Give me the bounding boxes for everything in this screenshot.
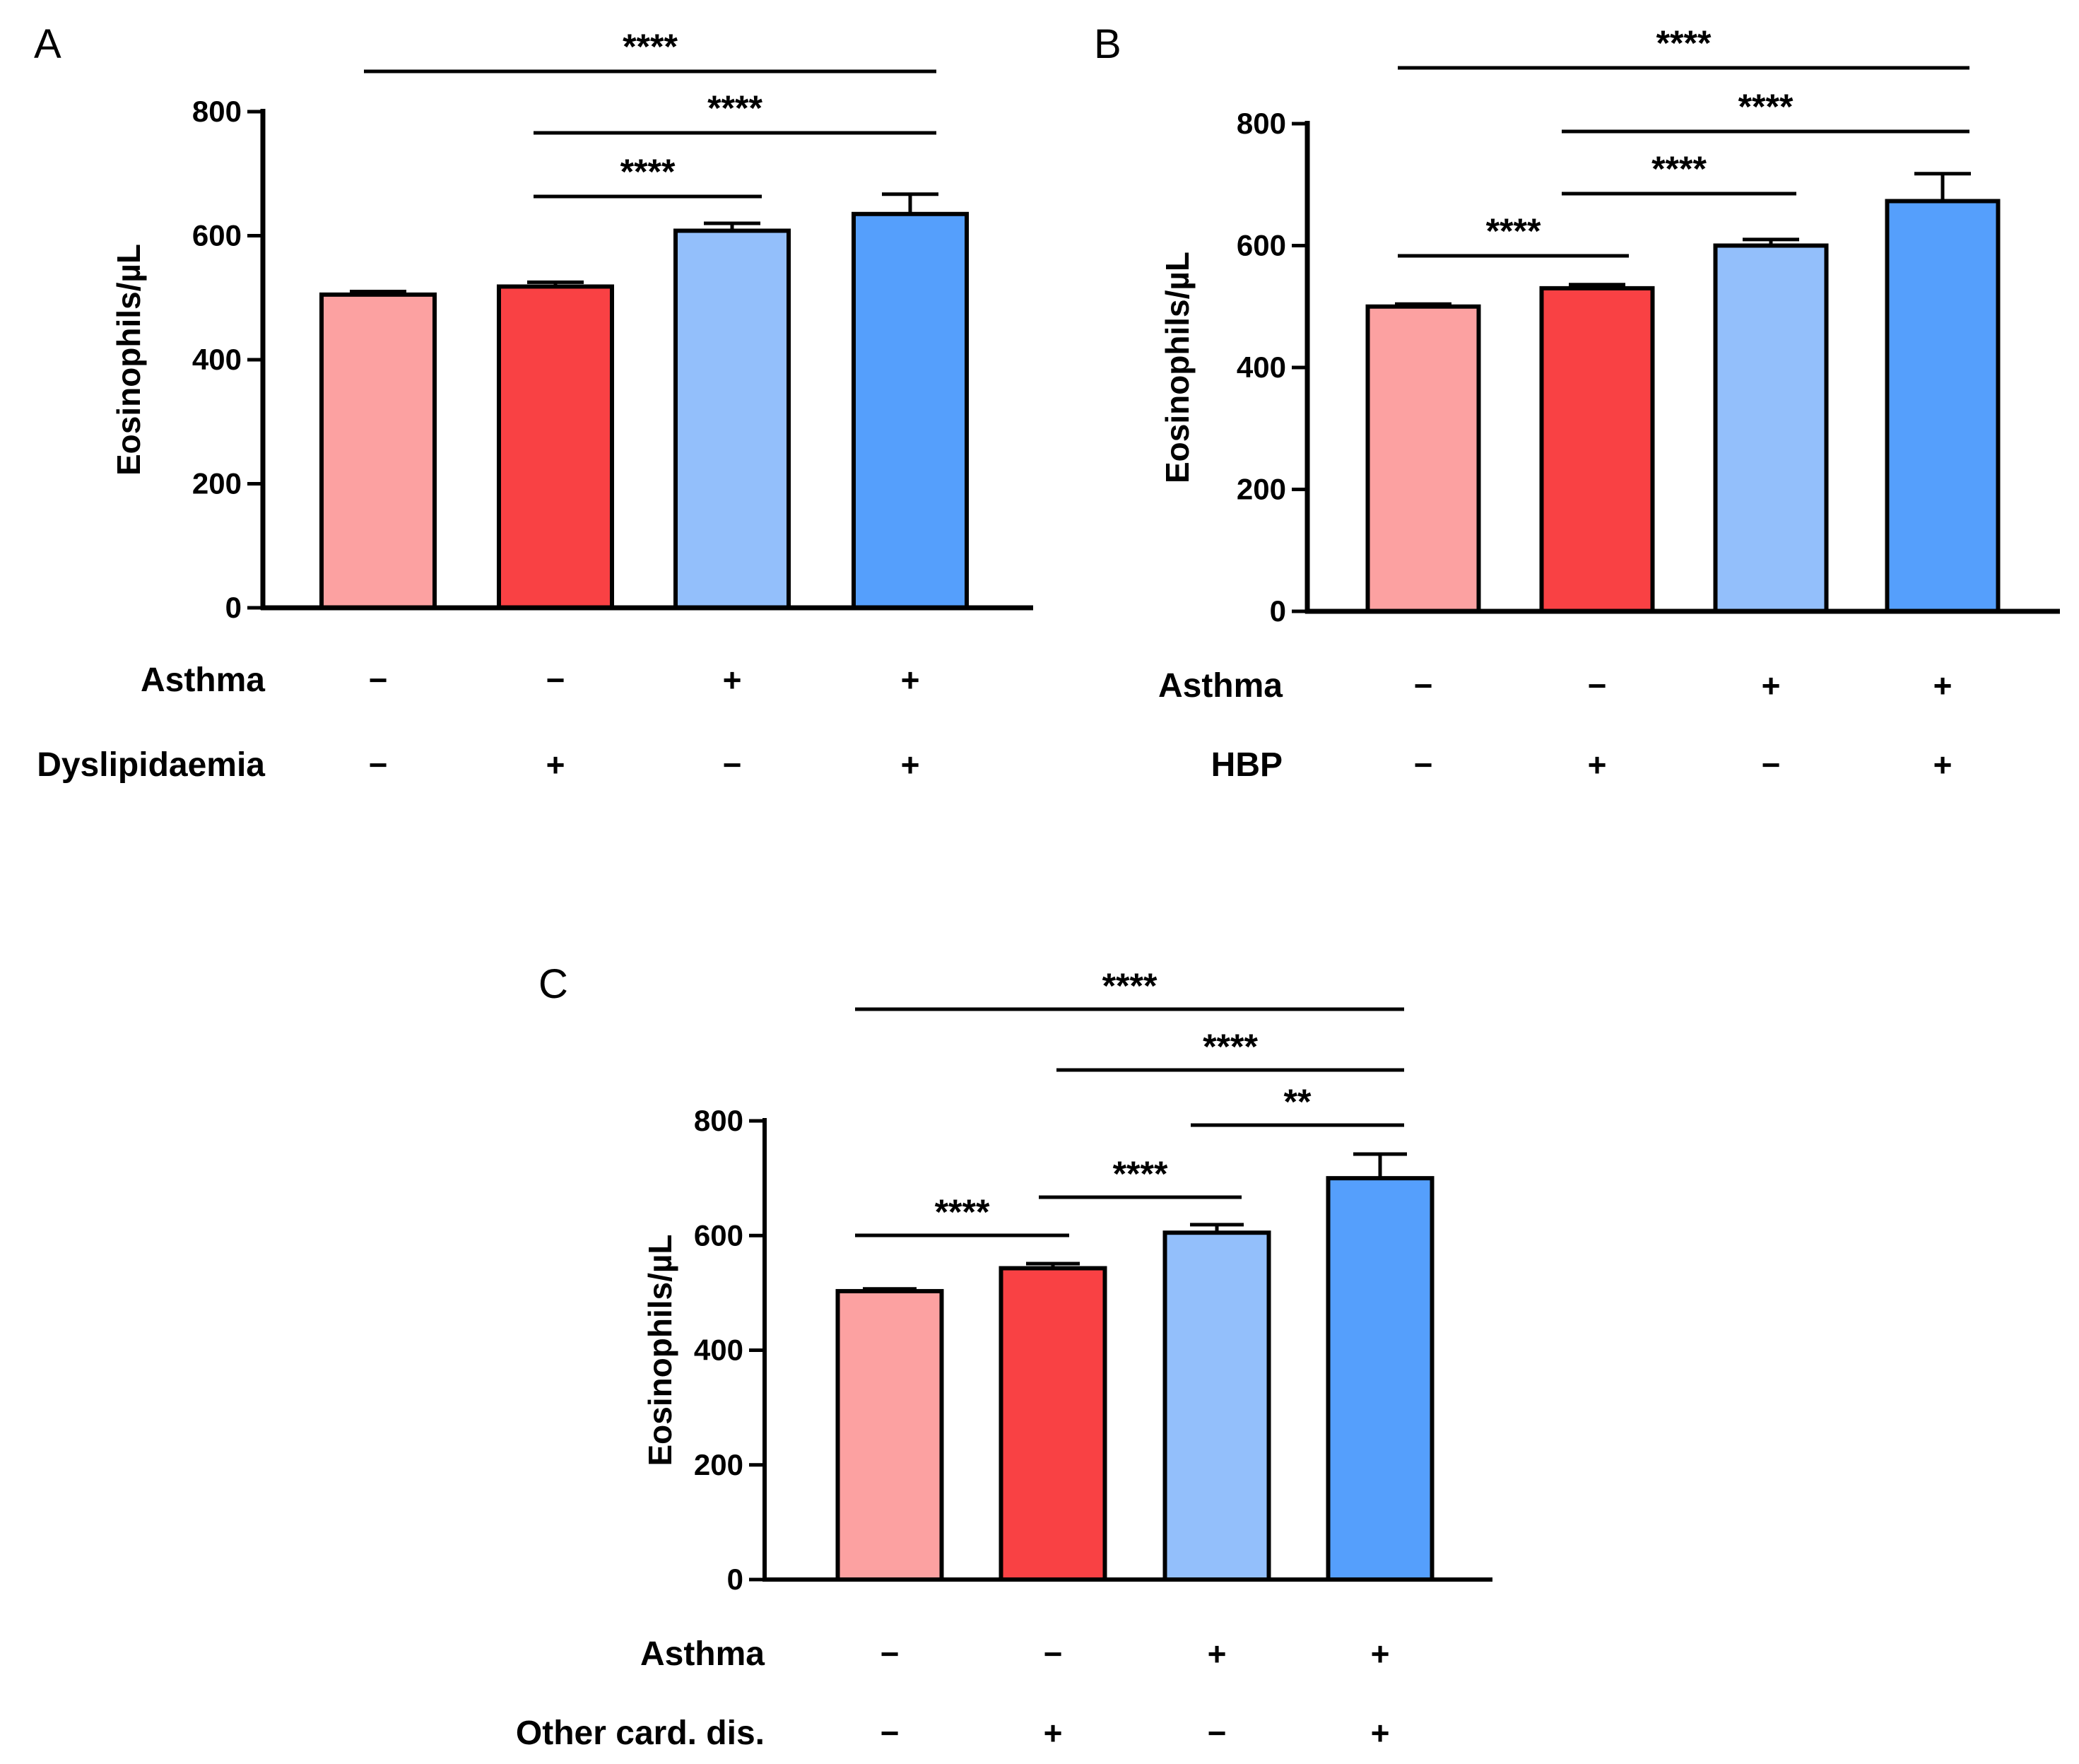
factor-label: Asthma — [1158, 667, 1283, 705]
factor-label: HBP — [1211, 746, 1283, 784]
factor-sign: − — [1044, 1635, 1063, 1672]
panel-letter: C — [538, 961, 568, 1007]
y-tick-label: 800 — [192, 95, 242, 128]
factor-sign: + — [1762, 667, 1781, 704]
significance-stars: ** — [1284, 1082, 1312, 1122]
y-axis-label: Eosinophils/µL — [110, 244, 147, 476]
factor-sign: − — [881, 1635, 900, 1672]
panel-a: A Eosinophils/µL 0 200 400 600 800 Asthma − − + + Dy… — [34, 21, 1033, 784]
factor-sign: − — [1414, 746, 1433, 783]
bar — [497, 284, 614, 610]
factor-sign: + — [1044, 1715, 1063, 1751]
bar — [1885, 199, 2001, 614]
y-tick-label: 0 — [1270, 594, 1286, 628]
significance-stars: **** — [620, 152, 676, 192]
significance-stars: **** — [935, 1192, 990, 1232]
y-tick-label: 600 — [694, 1218, 743, 1252]
factor-sign: − — [369, 746, 388, 783]
panel-letter: B — [1094, 21, 1121, 67]
bar — [1713, 243, 1829, 613]
significance-stars: **** — [1113, 1154, 1168, 1194]
bar — [999, 1266, 1107, 1582]
panel-c: C Eosinophils/µL 0 200 400 600 800 Asthma − − + + Ot… — [516, 961, 1492, 1752]
factor-label: Other card. dis. — [516, 1715, 765, 1752]
factor-sign: + — [1933, 746, 1953, 783]
factor-sign: − — [1762, 746, 1781, 783]
bar — [1326, 1176, 1435, 1582]
factor-sign: + — [1208, 1635, 1227, 1672]
bar — [835, 1288, 944, 1582]
factor-sign: + — [723, 662, 742, 698]
factor-sign: − — [1588, 667, 1607, 704]
factor-sign: − — [1208, 1715, 1227, 1751]
y-tick-label: 600 — [1237, 229, 1286, 262]
bar — [1539, 286, 1655, 613]
y-tick-label: 200 — [1237, 473, 1286, 506]
factor-sign: + — [1371, 1715, 1390, 1751]
y-tick-label: 400 — [1237, 351, 1286, 384]
y-tick-label: 200 — [192, 467, 242, 500]
y-tick-label: 400 — [192, 343, 242, 376]
panel-letter: A — [34, 21, 61, 67]
factor-sign: + — [1933, 667, 1953, 704]
y-tick-label: 0 — [727, 1563, 743, 1596]
factor-sign: + — [901, 746, 920, 783]
significance-stars: **** — [1203, 1027, 1258, 1066]
y-axis-label: Eosinophils/µL — [642, 1234, 678, 1466]
significance-stars: **** — [707, 88, 762, 128]
significance-stars: **** — [1486, 211, 1541, 251]
y-tick-label: 800 — [694, 1104, 743, 1137]
significance-stars: **** — [1651, 149, 1707, 189]
significance-stars: **** — [1656, 23, 1712, 63]
factor-sign: + — [1588, 746, 1607, 783]
bar — [1162, 1230, 1271, 1582]
significance-stars: **** — [1102, 966, 1158, 1006]
factor-sign: + — [901, 662, 920, 698]
significance-stars: **** — [623, 27, 678, 66]
bar — [673, 228, 791, 611]
bar — [1365, 304, 1481, 613]
panel-b: B Eosinophils/µL 0 200 400 600 800 Asthma − − + + HB… — [1094, 21, 2060, 784]
factor-sign: − — [723, 746, 742, 783]
y-tick-label: 0 — [225, 591, 242, 624]
factor-label: Asthma — [141, 662, 265, 699]
factor-label: Dyslipidaemia — [37, 746, 265, 784]
factor-sign: − — [369, 662, 388, 698]
y-tick-label: 800 — [1237, 107, 1286, 140]
factor-sign: − — [546, 662, 565, 698]
bar — [852, 211, 969, 611]
factor-sign: + — [546, 746, 565, 783]
y-tick-label: 400 — [694, 1334, 743, 1367]
factor-sign: + — [1371, 1635, 1390, 1672]
y-axis-label: Eosinophils/µL — [1159, 252, 1196, 483]
factor-label: Asthma — [640, 1635, 765, 1673]
y-tick-label: 200 — [694, 1448, 743, 1481]
factor-sign: − — [1414, 667, 1433, 704]
bar — [319, 292, 437, 610]
factor-sign: − — [881, 1715, 900, 1751]
y-tick-label: 600 — [192, 219, 242, 252]
significance-stars: **** — [1738, 87, 1794, 127]
